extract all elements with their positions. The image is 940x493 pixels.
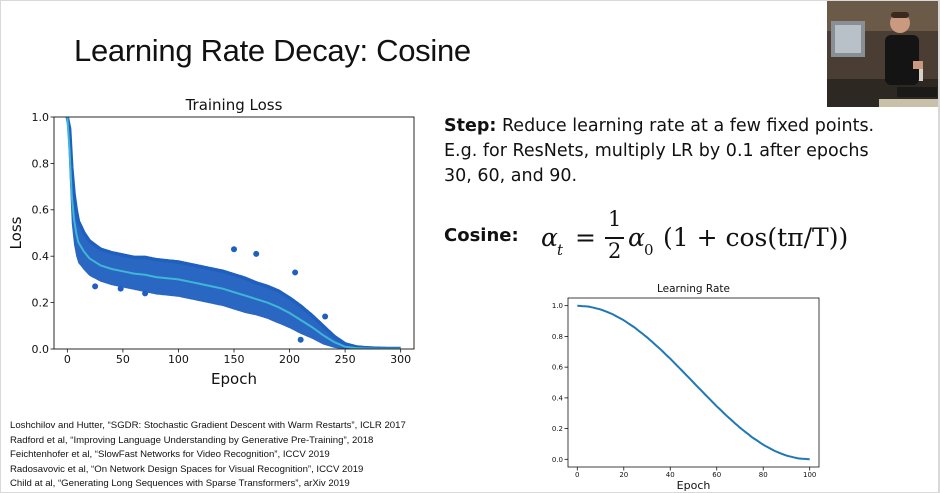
formula-fraction-bar — [605, 237, 624, 239]
y-tick-label: 0.2 — [552, 425, 563, 433]
y-axis-label: Loss — [7, 216, 25, 249]
x-tick-label: 100 — [168, 353, 189, 366]
y-tick-label: 0.8 — [552, 333, 563, 341]
formula-equals: = — [575, 223, 596, 252]
step-label: Step: — [444, 116, 497, 136]
loss-smoothed-line — [66, 117, 401, 349]
plot-frame — [567, 297, 820, 468]
reference-item: Child at al, “Generating Long Sequences … — [10, 478, 350, 489]
x-tick-label: 0 — [575, 471, 579, 479]
x-tick-label: 50 — [116, 353, 130, 366]
y-tick-label: 0.8 — [32, 157, 50, 170]
formula-alpha-t: α — [541, 223, 558, 252]
x-tick-label: 300 — [390, 353, 411, 366]
loss-scatter-point — [322, 313, 329, 320]
x-tick-label: 0 — [64, 353, 71, 366]
plot-frame — [53, 116, 415, 350]
reference-item: Feichtenhofer et al, “SlowFast Networks … — [10, 449, 330, 460]
cosine-label: Cosine: — [444, 225, 519, 246]
loss-scatter-point — [92, 283, 99, 290]
x-tick-label: 150 — [224, 353, 245, 366]
reference-item: Radford et al, “Improving Language Under… — [10, 434, 374, 446]
slide-title: Learning Rate Decay: Cosine — [74, 33, 471, 68]
webcam-video — [827, 1, 938, 107]
formula-denominator: 2 — [608, 239, 622, 263]
loss-scatter-point — [253, 250, 260, 257]
y-tick-label: 0.6 — [552, 364, 564, 372]
plot-area — [65, 117, 402, 349]
reference-item: Radosavovic et al, “On Network Design Sp… — [10, 463, 364, 475]
chart-title: Training Loss — [185, 96, 283, 114]
step-text-line3: 30, 60, and 90. — [444, 166, 578, 186]
references: Loshchilov and Hutter, “SGDR: Stochastic… — [10, 419, 406, 492]
loss-scatter-point — [117, 285, 124, 292]
webcam-scene — [827, 1, 938, 107]
loss-scatter-point — [142, 290, 149, 297]
chart-title: Learning Rate — [657, 283, 730, 295]
cosine-formula: α t = 1 2 α 0 (1 + cos(tπ/T)) — [539, 207, 859, 267]
formula-sub-t: t — [557, 241, 564, 259]
lr-cosine-line — [577, 304, 810, 461]
x-tick-label: 100 — [803, 471, 816, 479]
loss-scatter-point — [297, 336, 304, 343]
y-tick-label: 0.2 — [32, 296, 50, 309]
formula-alpha-0: α — [628, 223, 645, 252]
x-tick-label: 40 — [666, 471, 675, 479]
x-axis-label: Epoch — [677, 479, 711, 492]
x-tick-label: 60 — [712, 471, 721, 479]
loss-scatter-point — [292, 269, 299, 276]
loss-scatter-band — [67, 117, 401, 349]
step-text-line1: Reduce learning rate at a few fixed poin… — [496, 116, 875, 136]
y-tick-label: 0.0 — [32, 343, 50, 356]
x-tick-label: 80 — [759, 471, 768, 479]
y-tick-label: 0.4 — [32, 250, 50, 263]
x-tick-label: 250 — [335, 353, 356, 366]
loss-scatter-upper-edge — [65, 117, 402, 349]
learning-rate-chart: Learning Rate 0 20 40 60 80 100 0.0 0.2 0.4 0.6 0.8… — [552, 283, 820, 492]
x-axis-label: Epoch — [211, 370, 257, 388]
step-description: Step: Reduce learning rate at a few fixe… — [444, 114, 924, 189]
x-tick-label: 200 — [279, 353, 300, 366]
formula-sub-0: 0 — [644, 241, 654, 259]
formula-numerator: 1 — [608, 207, 622, 231]
loss-scatter-point — [231, 246, 237, 253]
y-tick-label: 0.4 — [552, 394, 564, 402]
y-tick-label: 0.6 — [32, 204, 50, 217]
training-loss-chart: Training Loss 0 50 100 150 200 250 300 0.0 0.2 0.4… — [7, 96, 415, 388]
step-text-line2: E.g. for ResNets, multiply LR by 0.1 aft… — [444, 141, 869, 161]
y-tick-label: 1.0 — [32, 111, 50, 124]
reference-item: Loshchilov and Hutter, “SGDR: Stochastic… — [10, 420, 406, 431]
y-tick-label: 0.0 — [552, 456, 563, 464]
x-tick-label: 20 — [619, 471, 628, 479]
y-tick-label: 1.0 — [552, 302, 563, 310]
formula-rest: (1 + cos(tπ/T)) — [663, 223, 849, 252]
